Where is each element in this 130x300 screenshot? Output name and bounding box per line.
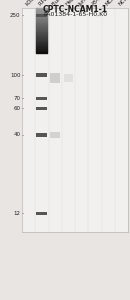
Text: A549: A549 bbox=[91, 0, 105, 7]
Bar bbox=[36, 106, 47, 110]
Text: 12: 12 bbox=[14, 211, 21, 216]
Bar bbox=[22, 8, 128, 232]
Text: 40: 40 bbox=[14, 132, 21, 137]
Text: CPTC-NCAM1-1: CPTC-NCAM1-1 bbox=[43, 5, 108, 14]
Text: NCI-H226: NCI-H226 bbox=[118, 0, 130, 7]
Text: Jurkat: Jurkat bbox=[78, 0, 93, 7]
Text: RPE Ladder: RPE Ladder bbox=[38, 0, 63, 7]
Text: HeLa: HeLa bbox=[65, 0, 78, 7]
Text: 100: 100 bbox=[10, 73, 21, 78]
Bar bbox=[36, 212, 47, 215]
Bar bbox=[36, 97, 47, 100]
Bar bbox=[36, 73, 47, 77]
Bar bbox=[50, 74, 60, 83]
Text: Buffy Coat: Buffy Coat bbox=[52, 0, 75, 7]
Text: 60: 60 bbox=[14, 106, 21, 111]
Bar bbox=[64, 74, 73, 83]
Text: kDa: kDa bbox=[25, 0, 36, 7]
Bar bbox=[50, 132, 60, 138]
Text: 70: 70 bbox=[14, 96, 21, 101]
Text: MCF7: MCF7 bbox=[105, 0, 118, 7]
Bar bbox=[36, 133, 47, 136]
Text: 250: 250 bbox=[10, 13, 21, 18]
Text: PA01384-1-65-H0,K0: PA01384-1-65-H0,K0 bbox=[43, 12, 107, 17]
Bar bbox=[36, 14, 47, 17]
